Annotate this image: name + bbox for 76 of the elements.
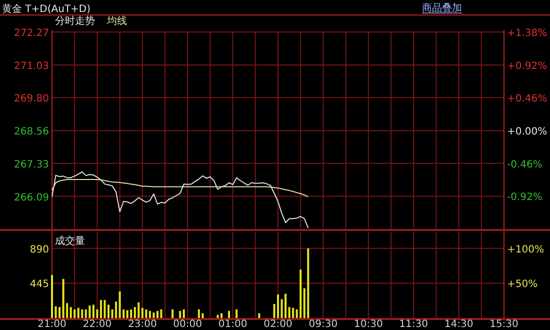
- bar: [148, 310, 151, 318]
- bar: [92, 304, 94, 318]
- bar: [216, 314, 219, 318]
- bar: [152, 312, 155, 318]
- y-tick-label: 271.03: [14, 60, 49, 72]
- bar: [58, 307, 61, 318]
- y-tick-label: 268.56: [14, 126, 49, 138]
- bar: [74, 309, 76, 318]
- bar: [77, 308, 80, 318]
- bar: [62, 278, 64, 318]
- x-tick-label: 02:00: [264, 319, 292, 330]
- bar: [118, 291, 121, 318]
- x-tick-label: 15:30: [490, 319, 518, 330]
- x-tick-label: 10:30: [354, 319, 383, 330]
- bar: [292, 308, 294, 318]
- y2-tick-label: +0.46%: [507, 94, 548, 105]
- y2-tick-label: +50%: [507, 279, 538, 290]
- y-tick-label: 269.80: [14, 94, 49, 105]
- bar: [228, 310, 230, 318]
- y-tick-label: 890: [30, 244, 49, 256]
- bar: [220, 313, 222, 318]
- bar: [160, 309, 162, 318]
- y-tick-label: 266.09: [14, 192, 49, 204]
- bar: [145, 309, 148, 318]
- bar: [202, 313, 204, 318]
- y2-tick-label: +0.00%: [507, 126, 548, 138]
- text: 分时走势: [55, 15, 95, 27]
- y2-tick-label: +0.92%: [507, 60, 548, 72]
- line-series: [52, 171, 309, 228]
- y2-tick-label: -0.46%: [507, 159, 542, 170]
- x-tick-label: 00:00: [173, 319, 202, 330]
- y-tick-label: 272.27: [14, 28, 49, 39]
- y2-tick-label: +100%: [507, 244, 544, 256]
- bar: [179, 310, 182, 318]
- bar: [141, 308, 144, 318]
- bar: [108, 304, 110, 318]
- x-tick-label: 21:00: [38, 319, 66, 330]
- bar: [138, 302, 140, 318]
- bar: [307, 248, 310, 318]
- bar: [84, 309, 87, 318]
- bar: [277, 294, 279, 318]
- bar: [104, 300, 106, 318]
- y2-tick-label: -0.92%: [507, 192, 542, 204]
- bar: [51, 275, 53, 318]
- chart-title: 黄金 T+D(AuT+D): [2, 3, 91, 15]
- x-tick-label: 01:00: [218, 319, 248, 330]
- x-tick-label: 14:30: [444, 319, 474, 330]
- bar: [115, 302, 118, 318]
- bar: [284, 294, 287, 318]
- bar: [300, 270, 302, 318]
- bar: [81, 309, 84, 318]
- bar: [130, 309, 132, 318]
- bar: [273, 304, 276, 318]
- bar: [88, 305, 91, 318]
- x-tick-label: 23:00: [128, 319, 157, 330]
- bar: [172, 309, 174, 318]
- text: 均线: [106, 15, 127, 27]
- chart-title: 成交量: [55, 235, 85, 247]
- bar: [182, 309, 185, 318]
- y-tick-label: 445: [30, 279, 49, 290]
- x-tick-label: 09:30: [308, 319, 338, 330]
- x-tick-label: 11:30: [399, 319, 428, 330]
- bar: [236, 309, 238, 318]
- x-tick-label: 22:00: [82, 319, 112, 330]
- bar: [126, 310, 128, 318]
- text: 商品叠加: [422, 2, 462, 14]
- bar: [258, 313, 260, 318]
- bar: [198, 309, 200, 318]
- bar: [54, 306, 57, 318]
- bar: [288, 307, 290, 318]
- bar: [70, 307, 72, 318]
- y2-tick-label: +1.38%: [507, 28, 548, 39]
- bar: [100, 300, 102, 318]
- y-tick-label: 267.33: [14, 159, 49, 170]
- line-series: [52, 179, 309, 198]
- bar: [156, 310, 158, 318]
